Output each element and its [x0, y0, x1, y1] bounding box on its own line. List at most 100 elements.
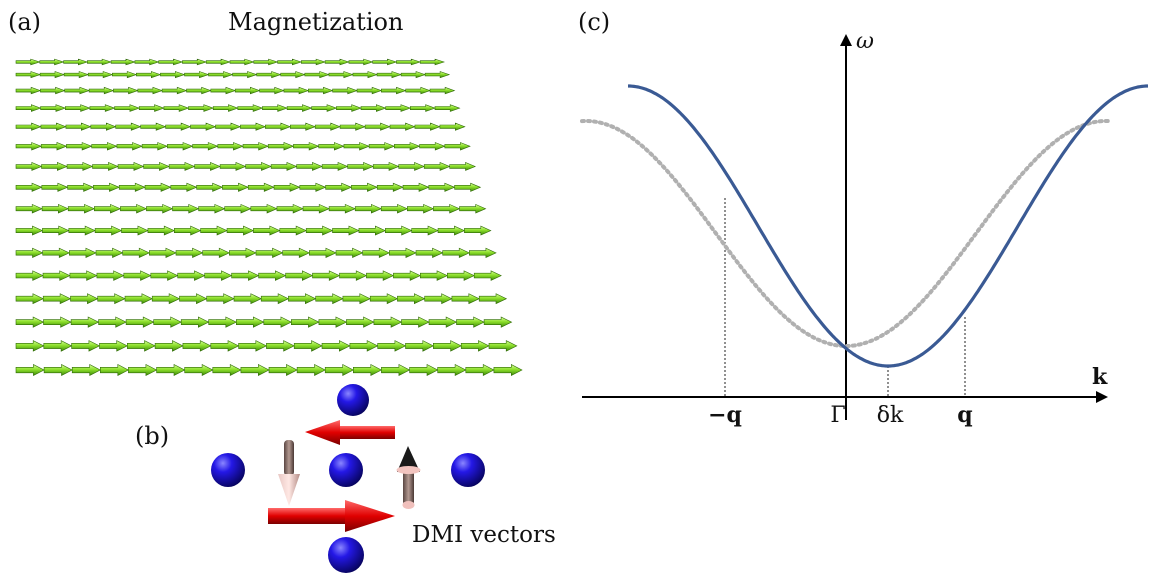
magnetization-arrow-icon [88, 86, 115, 95]
magnetization-arrow-icon [63, 58, 89, 66]
magnetization-arrow-icon [437, 225, 466, 236]
magnetization-arrow-icon [358, 225, 387, 236]
magnetization-arrow-icon [112, 71, 138, 79]
magnetization-arrow-icon [300, 58, 327, 66]
magnetization-arrow-icon [140, 122, 167, 131]
magnetization-arrow-icon [196, 182, 224, 192]
panel-b: (b) DMI vectors [135, 384, 556, 573]
magnetization-arrow-icon [43, 316, 72, 328]
panel-a-title: Magnetization [228, 8, 403, 36]
magnetization-arrow-icon [360, 104, 387, 112]
magnetization-arrow-icon [121, 225, 149, 236]
magnetization-arrow-icon [277, 58, 303, 66]
magnetization-arrow-icon [444, 142, 471, 151]
magnetization-arrow-icon [167, 142, 194, 151]
magnetization-arrow-icon [138, 104, 165, 112]
magnetization-arrow-icon [149, 247, 177, 258]
magnetization-arrow-icon [205, 58, 231, 66]
magnetization-arrow-icon [419, 142, 446, 151]
magnetization-arrow-icon [231, 270, 260, 281]
magnetization-arrow-icon [208, 316, 237, 328]
magnetization-arrow-icon [305, 225, 334, 236]
magnetization-arrow-icon [286, 104, 313, 112]
magnetization-arrow-icon [296, 162, 323, 171]
magnetization-arrow-icon [242, 142, 270, 151]
magnetization-arrow-icon [250, 203, 278, 214]
magnetization-arrow-icon [483, 316, 513, 328]
magnetization-arrow-icon [439, 122, 466, 131]
magnetization-arrow-icon [141, 142, 169, 151]
magnetization-arrow-icon [143, 162, 170, 171]
magnetization-arrow-icon [314, 122, 341, 131]
magnetization-arrow-icon [156, 364, 186, 376]
magnetization-arrow-icon [247, 182, 275, 192]
magnetization-arrow-icon [40, 122, 67, 131]
magnetization-arrow-icon [90, 122, 117, 131]
magnetization-arrow-icon [41, 203, 69, 214]
magnetization-arrow-icon [280, 71, 306, 79]
magnetization-arrow-icon [288, 293, 317, 305]
magnetization-arrow-icon [66, 162, 94, 171]
magnetization-arrow-icon [122, 247, 151, 258]
magnetization-arrow-icon [15, 182, 43, 192]
magnetization-arrow-icon [184, 71, 210, 79]
magnetization-arrow-icon [94, 203, 122, 214]
magnetization-arrow-icon [385, 104, 412, 112]
magnetization-arrow-icon [376, 71, 403, 79]
magnetization-arrow-icon [312, 270, 341, 281]
magnetization-arrow-icon [400, 71, 427, 79]
magnetization-arrow-icon [290, 316, 320, 328]
magnetization-arrow-icon [454, 182, 482, 192]
magnetization-arrow-icon [419, 58, 445, 66]
magnetization-arrow-icon [262, 104, 288, 112]
magnetization-arrow-icon [144, 182, 172, 192]
magnetization-arrow-icon [65, 104, 91, 112]
magnetization-arrow-icon [224, 203, 252, 214]
magnetization-arrow-icon [15, 58, 41, 66]
atom-top [337, 384, 369, 416]
magnetization-arrow-icon [42, 247, 71, 258]
magnetization-arrow-icon [464, 225, 492, 236]
magnetization-arrow-icon [289, 122, 317, 131]
magnetization-arrow-icon [95, 247, 124, 258]
magnetization-arrow-icon [124, 293, 153, 305]
magnetization-arrow-icon [255, 247, 284, 258]
magnetization-arrow-icon [125, 316, 155, 328]
magnetization-arrow-icon [321, 162, 349, 171]
magnetization-arrow-icon [396, 58, 422, 66]
magnetization-arrow-icon [188, 104, 215, 112]
magnetization-arrow-icon [15, 340, 45, 352]
magnetization-arrow-icon [253, 225, 281, 236]
magnetization-arrow-icon [41, 182, 69, 192]
panel-c: (c) ω k −q Γ δk q [578, 8, 1148, 428]
magnetization-arrow-icon [234, 86, 261, 95]
magnetization-arrow-icon [478, 293, 508, 305]
atom-bottom [328, 537, 364, 573]
magnetization-arrow-icon [229, 247, 257, 258]
atom-right [451, 453, 485, 487]
magnetization-arrow-icon [415, 247, 444, 258]
magnetization-arrow-icon [168, 162, 196, 171]
magnetization-arrow-icon [401, 316, 430, 328]
magnetization-arrow-icon [380, 86, 407, 95]
magnetization-arrow-icon [71, 340, 101, 352]
magnetization-arrow-icon [98, 316, 127, 328]
magnetization-arrow-icon [100, 364, 130, 376]
magnetization-arrow-icon [40, 142, 68, 151]
magnetization-arrow-icon [226, 225, 255, 236]
magnetization-arrow-icon [43, 340, 73, 352]
magnetization-arrow-icon [182, 340, 212, 352]
magnetization-arrow-icon [151, 293, 181, 305]
magnetization-arrow-icon [267, 142, 295, 151]
magnetization-arrow-icon [15, 86, 42, 95]
magnetization-arrow-icon [120, 203, 148, 214]
magnetization-arrow-icon [368, 142, 396, 151]
magnetization-arrow-icon [308, 247, 337, 258]
magnetization-arrow-icon [260, 293, 290, 305]
magnetization-arrow-icon [165, 122, 192, 131]
panel-a: (a) Magnetization [8, 8, 523, 376]
magnetization-arrow-icon [15, 203, 43, 214]
magnetization-arrow-icon [210, 86, 237, 95]
magnetization-arrow-icon [259, 86, 285, 95]
magnetization-arrow-icon [202, 247, 231, 258]
